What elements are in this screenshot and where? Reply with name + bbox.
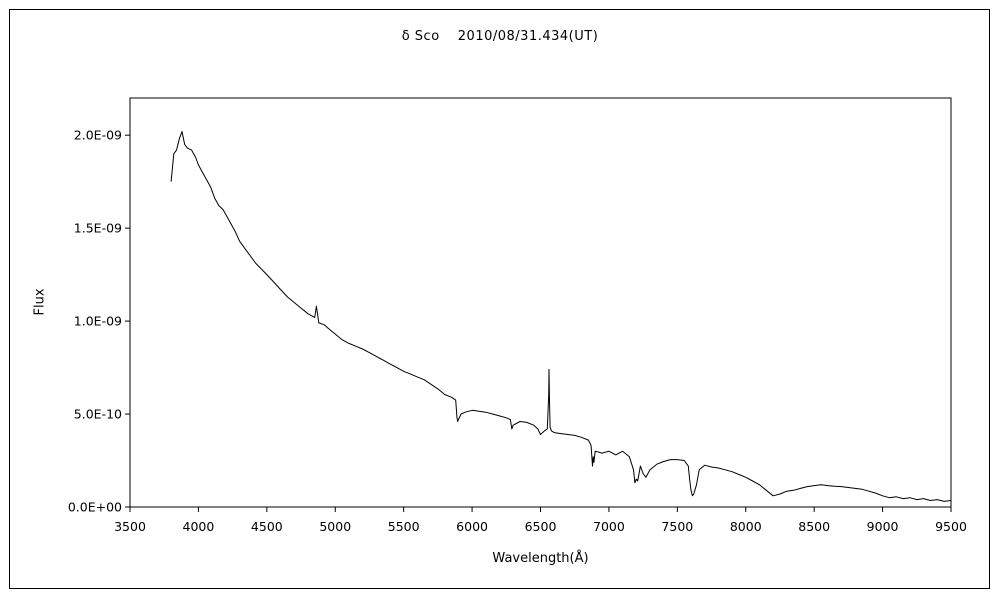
series-layer <box>170 131 952 502</box>
y-tick-label: 0.0E+00 <box>68 500 122 515</box>
x-tick-label: 6000 <box>456 519 488 534</box>
y-tick-label: 1.5E-09 <box>74 221 122 236</box>
x-tick-label: 7500 <box>661 519 693 534</box>
x-tick-label: 4000 <box>183 519 215 534</box>
x-tick-label: 8500 <box>798 519 830 534</box>
y-axis: 0.0E+00 5.0E-10 1.0E-09 1.5E-09 2.0E-09 <box>68 128 130 515</box>
x-tick-label: 8000 <box>730 519 762 534</box>
spectrum-line <box>170 131 952 502</box>
chart-frame <box>9 9 990 589</box>
x-axis-label: Wavelength(Å) <box>492 551 589 566</box>
x-tick-label: 6500 <box>525 519 557 534</box>
x-tick-label: 7000 <box>593 519 625 534</box>
x-tick-label: 9000 <box>867 519 899 534</box>
x-tick-label: 4500 <box>251 519 283 534</box>
x-axis: 3500 4000 4500 5000 5500 6000 6500 7000 7500 8000… <box>114 507 967 534</box>
chart-title: δ Sco 2010/08/31.434(UT) <box>401 29 599 44</box>
x-tick-label: 5000 <box>319 519 351 534</box>
x-tick-label: 5500 <box>388 519 420 534</box>
y-tick-label: 5.0E-10 <box>74 407 122 422</box>
x-tick-label: 3500 <box>114 519 146 534</box>
y-tick-label: 2.0E-09 <box>74 128 122 143</box>
plot-area <box>129 97 952 508</box>
x-tick-label: 9500 <box>935 519 967 534</box>
y-tick-label: 1.0E-09 <box>74 314 122 329</box>
